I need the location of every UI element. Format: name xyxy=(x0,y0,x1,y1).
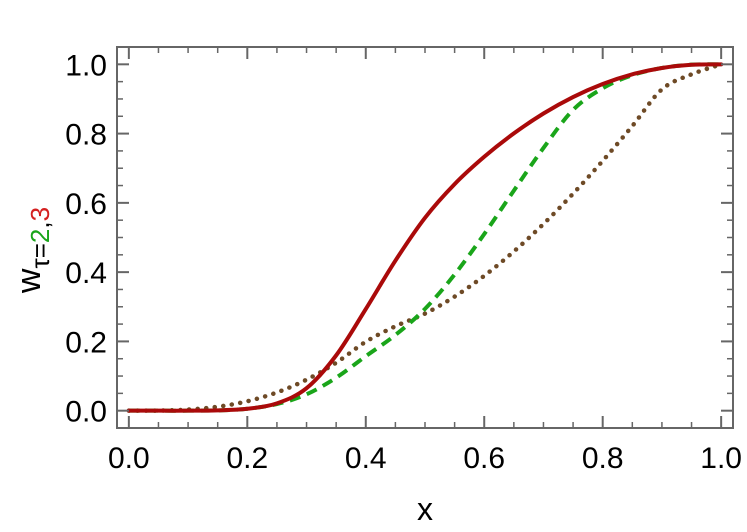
y-tick-label: 0.0 xyxy=(65,396,107,429)
plot-frame-rect xyxy=(116,46,734,429)
y-axis-title-subscript-part: 3 xyxy=(25,207,55,221)
y-axis-title-subscript-part: 2 xyxy=(25,229,55,243)
x-tick-label: 0.8 xyxy=(582,442,624,475)
series-line-dotted xyxy=(126,62,724,413)
y-tick-label: 1.0 xyxy=(65,49,107,82)
series-line-dashed xyxy=(128,62,722,413)
x-tick-label: 0.6 xyxy=(463,442,505,475)
series-line-solid xyxy=(126,62,724,413)
x-tick-label: 0.0 xyxy=(108,442,150,475)
y-tick-label: 0.6 xyxy=(65,188,107,221)
x-tick-label: 0.4 xyxy=(345,442,387,475)
x-axis-title: x xyxy=(417,491,433,527)
x-tick-label: 0.2 xyxy=(226,442,268,475)
y-axis-title-subscript-part: τ= xyxy=(25,243,55,268)
plot-frame xyxy=(116,46,734,429)
x-tick-label: 1.0 xyxy=(700,442,742,475)
y-axis-title-text: wτ=2,3 xyxy=(10,207,55,294)
y-axis-title-subscript-part: , xyxy=(25,221,55,228)
y-axis-title-main: w xyxy=(10,268,48,294)
y-axis-title: wτ=2,3 xyxy=(10,207,55,294)
y-tick-label: 0.2 xyxy=(65,326,107,359)
tick-labels: 0.0 0.2 0.4 0.6 0.8 1.0 0.0 0.2 0.4 0.6 0.8 1.0 xyxy=(65,49,742,475)
tick-marks xyxy=(117,47,733,428)
y-tick-label: 0.8 xyxy=(65,119,107,152)
y-tick-label: 0.4 xyxy=(65,257,107,290)
series-layer xyxy=(126,62,724,413)
